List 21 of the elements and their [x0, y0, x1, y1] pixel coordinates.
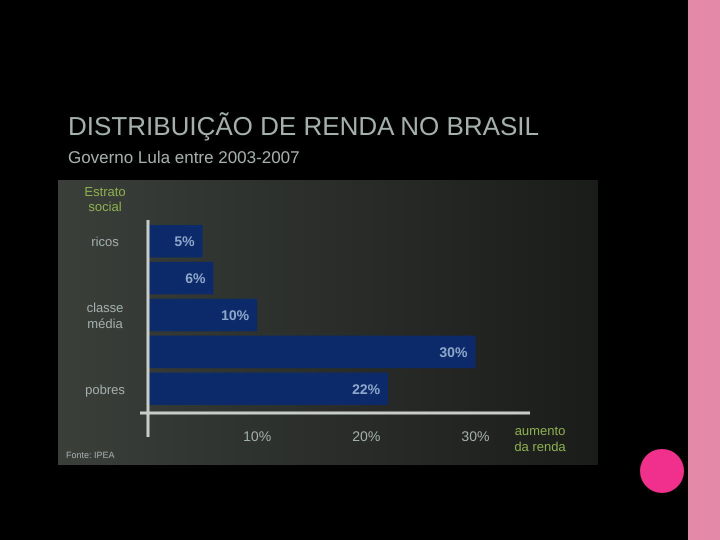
chart-title: DISTRIBUIÇÃO DE RENDA NO BRASIL — [68, 111, 539, 141]
bar — [148, 262, 214, 294]
data-label: 30% — [439, 344, 468, 360]
y-axis-title: Estrato social — [84, 184, 126, 214]
y-tick-label: classe média — [86, 300, 124, 331]
x-tick-label: 20% — [352, 428, 380, 444]
data-label: 6% — [185, 270, 206, 286]
data-label: 5% — [174, 233, 196, 250]
x-tick-label: 10% — [243, 428, 272, 444]
bar — [148, 372, 388, 405]
source-note: Fonte: IPEA — [66, 450, 115, 460]
bar — [148, 225, 203, 258]
x-axis-title: aumento da renda — [514, 423, 566, 454]
bar — [148, 298, 258, 332]
data-label: 10% — [221, 307, 250, 323]
x-tick-label: 30% — [461, 428, 490, 444]
y-tick-label: pobres — [85, 382, 126, 397]
bar — [148, 336, 476, 368]
y-tick-label: ricos — [91, 234, 120, 250]
data-label: 22% — [352, 380, 381, 397]
chart-subtitle: Governo Lula entre 2003-2007 — [68, 148, 300, 167]
